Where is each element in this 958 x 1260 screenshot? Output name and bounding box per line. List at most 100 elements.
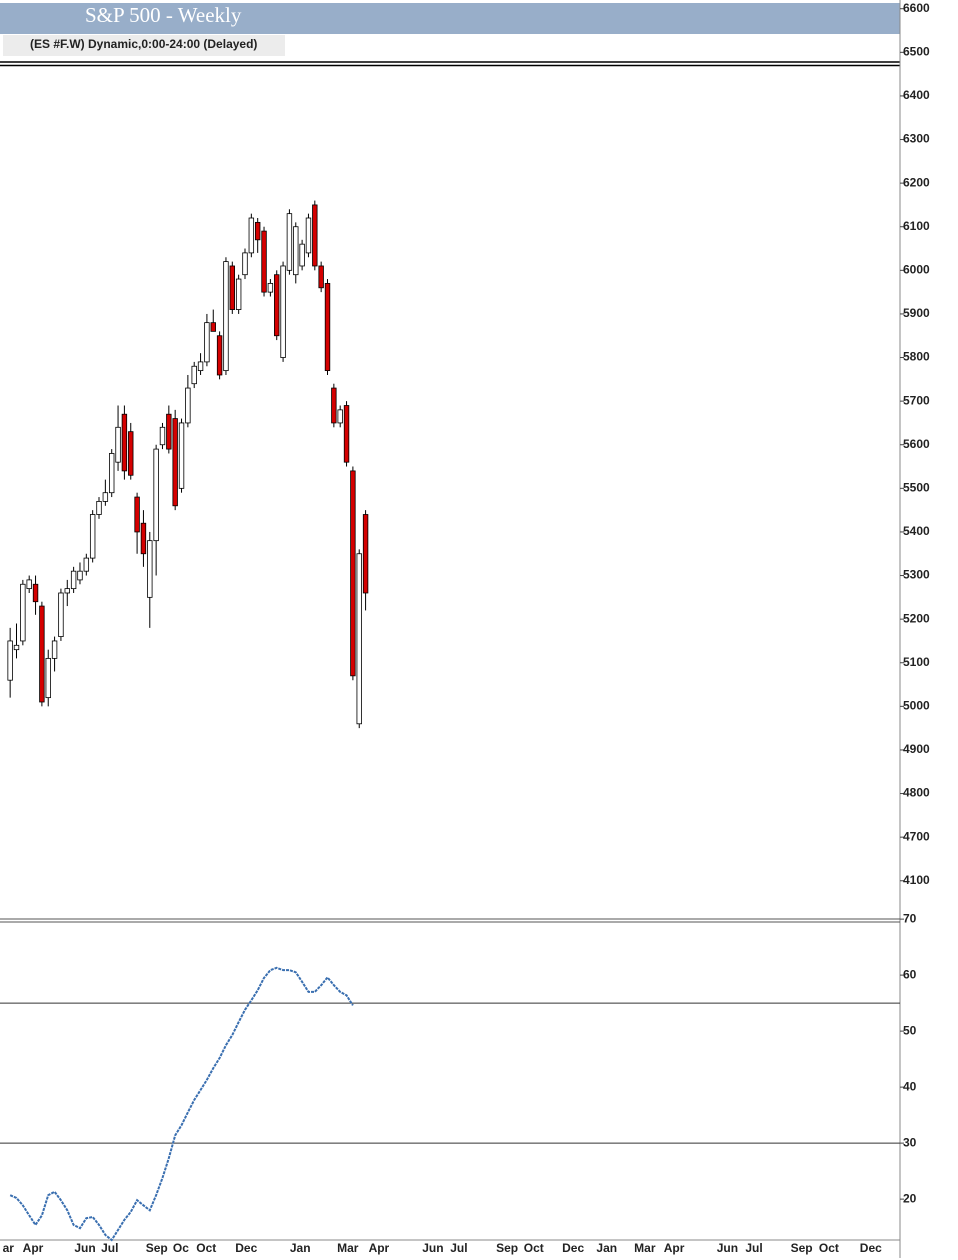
candle-body xyxy=(20,583,26,642)
candle-body xyxy=(13,644,20,651)
subtitle-box xyxy=(3,35,285,56)
candle-body xyxy=(286,213,293,271)
candle-body xyxy=(312,204,318,267)
y-tick-label: 5300 xyxy=(903,568,930,582)
x-tick-label: ar xyxy=(3,1241,15,1255)
x-tick-label: Jul xyxy=(101,1241,118,1255)
x-tick-label: Sep xyxy=(791,1241,813,1255)
x-tick-label: Oct xyxy=(196,1241,216,1255)
y-tick-label: 5800 xyxy=(903,350,930,364)
candle-body xyxy=(210,322,216,332)
candle-body xyxy=(235,278,242,310)
x-tick-label: Jun xyxy=(74,1241,95,1255)
candle-body xyxy=(254,221,261,241)
candle-body xyxy=(204,322,210,363)
y-tick-label: 40 xyxy=(903,1079,917,1093)
y-tick-label: 6400 xyxy=(903,88,930,102)
candle-body xyxy=(58,592,64,637)
y-tick-label: 4700 xyxy=(903,829,930,843)
x-tick-label: Jun xyxy=(422,1241,443,1255)
y-tick-label: 60 xyxy=(903,967,917,981)
y-tick-label: 5000 xyxy=(903,699,930,713)
x-tick-label: Apr xyxy=(23,1241,44,1255)
candle-body xyxy=(115,426,121,463)
y-tick-label: 6200 xyxy=(903,175,930,189)
candle-body xyxy=(109,453,115,494)
candle-body xyxy=(331,387,337,424)
candle-body xyxy=(216,335,223,376)
candle-body xyxy=(32,583,39,603)
candle-body xyxy=(96,501,102,515)
title-bar xyxy=(0,3,900,34)
chart-subtitle: (ES #F.W) Dynamic,0:00-24:00 (Delayed) xyxy=(30,37,257,51)
y-tick-label: 6000 xyxy=(903,263,930,277)
candle-body xyxy=(39,605,45,703)
candle-body xyxy=(305,217,312,254)
candle-body xyxy=(51,640,58,659)
chart-title: S&P 500 - Weekly xyxy=(85,3,242,27)
candle-body xyxy=(172,418,178,507)
candle-body xyxy=(7,640,13,681)
candle-body xyxy=(197,361,204,372)
y-tick-label: 5100 xyxy=(903,655,930,669)
candle-body xyxy=(178,422,185,489)
x-tick-label: Dec xyxy=(235,1241,257,1255)
candle-body xyxy=(77,570,83,581)
x-tick-label: Apr xyxy=(664,1241,685,1255)
candle-body xyxy=(185,387,191,424)
candle-body xyxy=(362,514,369,594)
candle-body xyxy=(70,570,77,590)
y-tick-label: 6500 xyxy=(903,44,930,58)
y-tick-label: 6300 xyxy=(903,132,930,146)
x-tick-label: Dec xyxy=(562,1241,584,1255)
candle-body xyxy=(89,514,96,559)
candle-body xyxy=(261,230,267,293)
candle-body xyxy=(280,265,286,358)
y-tick-label: 30 xyxy=(903,1135,917,1149)
y-tick-label: 5200 xyxy=(903,611,930,625)
candle-body xyxy=(350,470,356,677)
candle-body xyxy=(356,553,362,725)
x-tick-label: Mar xyxy=(337,1241,359,1255)
candle-body xyxy=(242,252,248,276)
candle-body xyxy=(64,588,70,594)
candle-body xyxy=(274,274,280,337)
y-tick-label: 20 xyxy=(903,1191,917,1205)
x-tick-label: Sep xyxy=(496,1241,518,1255)
y-tick-label: 5600 xyxy=(903,437,930,451)
candle-body xyxy=(223,261,229,372)
y-tick-label: 6600 xyxy=(903,1,930,15)
indicator-line xyxy=(9,966,354,1242)
y-tick-label: 5500 xyxy=(903,481,930,495)
candle-body xyxy=(248,217,255,254)
x-tick-label: Oct xyxy=(524,1241,544,1255)
x-tick-label: Jul xyxy=(745,1241,762,1255)
candle-body xyxy=(324,283,331,372)
x-tick-label: Mar xyxy=(634,1241,656,1255)
candle-body xyxy=(166,413,172,450)
candle-body xyxy=(191,365,197,385)
x-tick-label: Jul xyxy=(450,1241,467,1255)
x-tick-label: Oc xyxy=(173,1241,189,1255)
candle-body xyxy=(102,492,109,502)
x-tick-label: Apr xyxy=(369,1241,390,1255)
candle-body xyxy=(318,265,324,289)
candle-body xyxy=(140,522,147,555)
candle-body xyxy=(159,426,166,446)
x-tick-label: Jan xyxy=(290,1241,311,1255)
candle-body xyxy=(134,496,140,533)
candle-body xyxy=(337,409,343,424)
x-tick-label: Jun xyxy=(717,1241,738,1255)
candle-body xyxy=(45,657,51,699)
candle-body xyxy=(147,540,153,598)
y-tick-label: 5400 xyxy=(903,524,930,538)
y-tick-label: 5900 xyxy=(903,306,930,320)
y-tick-label: 6100 xyxy=(903,219,930,233)
x-tick-label: Oct xyxy=(819,1241,839,1255)
y-tick-label: 5700 xyxy=(903,393,930,407)
y-tick-label: 50 xyxy=(903,1023,917,1037)
candle-body xyxy=(229,265,235,310)
candle-body xyxy=(26,579,32,590)
y-tick-label: 4800 xyxy=(903,786,930,800)
